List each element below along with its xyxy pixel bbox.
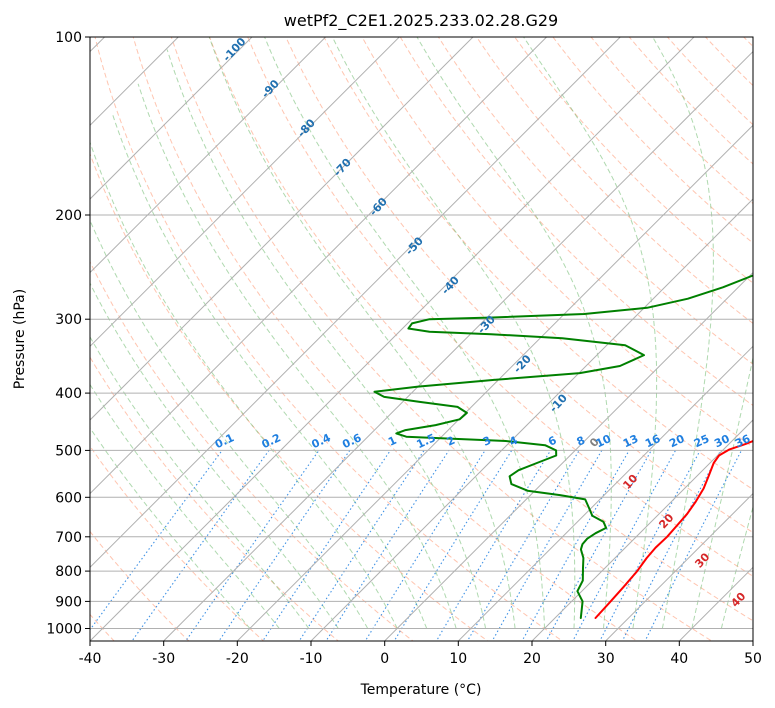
- moist-adiabat-line: [208, 37, 516, 629]
- mixing-ratio-label: 30: [712, 432, 732, 450]
- moist-adiabat-line: [416, 37, 612, 629]
- y-tick-label: 700: [55, 530, 82, 546]
- plot-area: [90, 37, 753, 641]
- isotherm-line: [90, 37, 401, 348]
- moist-adiabat-line: [523, 37, 658, 629]
- mixing-ratio-label: 16: [643, 432, 663, 450]
- x-tick-label: -30: [152, 651, 175, 667]
- dry-adiabat-line: [90, 356, 340, 641]
- series-layer: [373, 274, 753, 619]
- mixing-ratio-label: 20: [667, 432, 687, 450]
- mixing-ratio-label: 13: [621, 432, 640, 450]
- moist-adiabat-line: [720, 505, 753, 629]
- moist-adiabat-line: [90, 140, 398, 629]
- chart-title: wetPf2_C2E1.2025.233.02.28.G29: [284, 11, 558, 31]
- x-tick-label: 30: [597, 651, 615, 667]
- dry-adiabat-line: [132, 37, 638, 641]
- y-tick-label: 900: [55, 594, 82, 610]
- moist-adiabat-line: [90, 426, 251, 629]
- y-tick-label: 400: [55, 386, 82, 402]
- dry-adiabat-line: [94, 37, 564, 641]
- x-tick-label: 40: [670, 651, 688, 667]
- x-tick-label: 50: [744, 651, 762, 667]
- isotherm-line: [236, 124, 753, 641]
- y-axis: 100 200 300 400 500 600 700 800 900 1000: [46, 30, 90, 638]
- isotherm-line: [90, 37, 695, 641]
- x-tick-label: -20: [226, 651, 249, 667]
- y-tick-label: 1000: [46, 622, 82, 638]
- temperature-profile: [594, 439, 753, 619]
- moist-adiabat-line: [691, 355, 753, 629]
- isotherm-line: [383, 271, 753, 641]
- y-tick-label: 800: [55, 564, 82, 580]
- moist-adiabat-line: [264, 37, 545, 629]
- dewpoint-profile: [373, 274, 753, 619]
- dry-adiabat-line: [247, 37, 753, 577]
- isotherm-line: [457, 345, 753, 641]
- moist-adiabat-line: [166, 49, 487, 629]
- isotherm-line: [531, 419, 753, 641]
- moist-adiabat-line: [90, 383, 280, 629]
- x-tick-label: -40: [79, 651, 102, 667]
- mixing-ratio-label: 36: [733, 432, 753, 450]
- y-tick-label: 100: [55, 30, 82, 46]
- dry-adiabat-line: [323, 37, 753, 491]
- moist-adiabat-line: [137, 83, 457, 629]
- dry-adiabat-line: [90, 260, 414, 641]
- isotherm-line: [90, 37, 548, 495]
- isotherm-line: [604, 492, 753, 641]
- x-tick-label: -10: [300, 651, 323, 667]
- x-tick-label: 20: [523, 651, 541, 667]
- isotherm-line: [90, 37, 253, 200]
- dry-adiabat-line: [170, 37, 713, 641]
- dry-adiabat-line: [90, 530, 190, 641]
- moist-adiabat-line: [90, 282, 339, 629]
- y-tick-label: 300: [55, 312, 82, 328]
- dry-adiabat-line: [90, 445, 265, 641]
- plot-frame: [89, 36, 754, 642]
- isotherm-line: [90, 37, 622, 569]
- x-tick-label: 10: [449, 651, 467, 667]
- dry-adiabat-line: [285, 37, 753, 534]
- isotherm-line: [162, 50, 753, 641]
- mixing-ratio-label: 25: [692, 432, 711, 450]
- y-tick-label: 200: [55, 208, 82, 224]
- x-axis-label: Temperature (°C): [360, 682, 482, 698]
- y-axis-label: Pressure (hPa): [12, 289, 28, 389]
- dry-adiabat-line: [399, 37, 753, 407]
- moist-adiabat-line: [652, 37, 714, 629]
- isotherm-line: [310, 198, 753, 641]
- grid-layer: [90, 37, 753, 641]
- isotherm-line: [90, 37, 474, 421]
- mixing-ratio-label: 10: [594, 432, 614, 450]
- x-tick-label: 0: [380, 651, 389, 667]
- moist-adiabat-line: [112, 113, 428, 629]
- x-axis: -40 -30 -20 -10 0 10 20 30 40 50: [79, 641, 762, 667]
- y-tick-label: 500: [55, 443, 82, 459]
- y-tick-label: 600: [55, 490, 82, 506]
- moist-adiabat-line: [331, 37, 576, 629]
- isotherm-line: [90, 37, 327, 274]
